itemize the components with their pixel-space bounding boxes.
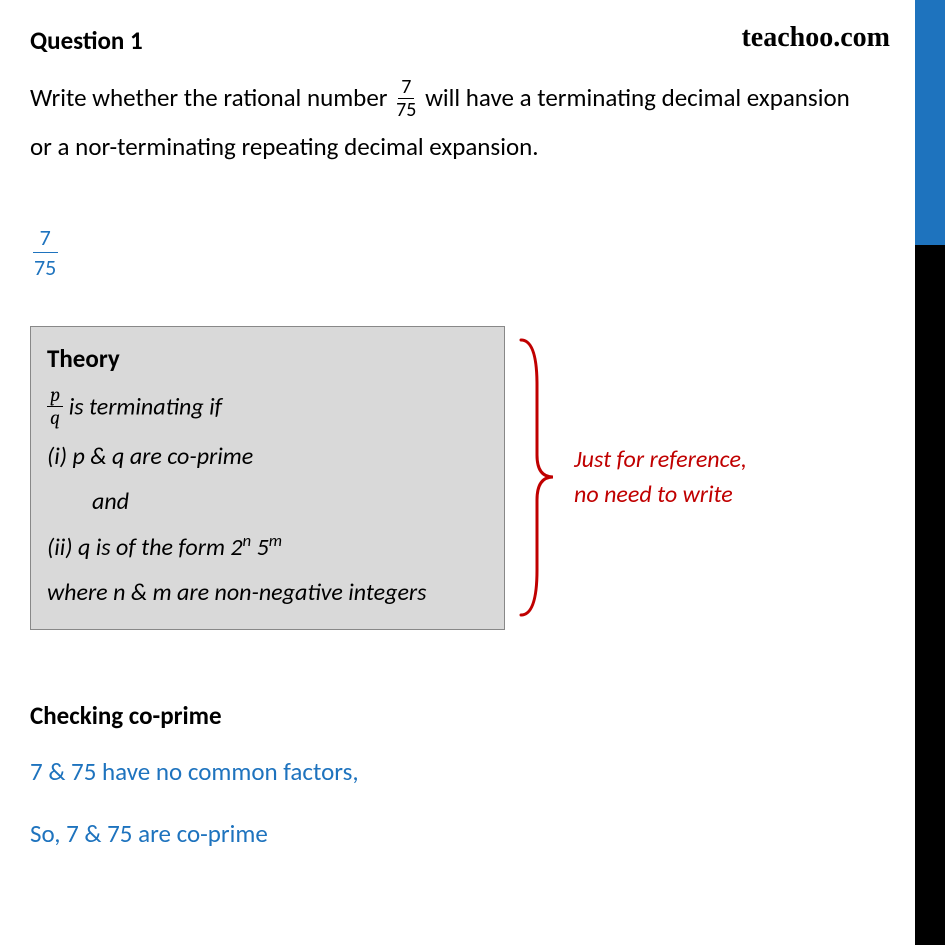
pq-fraction: p q	[47, 385, 63, 428]
sidebar-accent-blue	[915, 0, 945, 245]
theory-cond2: (ii) q is of the form 2n 5m	[47, 529, 488, 566]
annotation-line1: Just for reference,	[574, 443, 747, 478]
coprime-line2: So, 7 & 75 are co-prime	[30, 815, 875, 853]
cond2-mid: 5	[251, 533, 269, 562]
theory-cond3: where n & m are non-negative integers	[47, 576, 488, 611]
theory-cond1: (i) p & q are co-prime	[47, 440, 488, 475]
brace-icon	[513, 335, 558, 620]
annotation-line2: no need to write	[574, 478, 747, 513]
pq-q: q	[47, 407, 63, 428]
cond2-sup1: n	[243, 530, 252, 551]
coprime-heading: Checking co-prime	[30, 700, 875, 731]
theory-row: Theory p q is terminating if (i) p & q a…	[30, 326, 875, 630]
theory-line1-suffix: is terminating if	[69, 392, 222, 421]
page-content: Question 1 Write whether the rational nu…	[0, 0, 905, 901]
theory-and: and	[47, 485, 488, 520]
question-fraction: 7 75	[393, 76, 419, 121]
theory-line1: p q is terminating if	[47, 387, 488, 430]
fraction-denominator: 75	[393, 99, 419, 121]
coprime-line1: 7 & 75 have no common factors,	[30, 753, 875, 791]
cond2-prefix: (ii) q is of the form 2	[47, 533, 243, 562]
theory-title: Theory	[47, 341, 488, 377]
question-text-before: Write whether the rational number	[30, 82, 393, 113]
sidebar-accent-black	[915, 245, 945, 945]
annotation: Just for reference, no need to write	[574, 443, 747, 513]
given-fraction: 7 75	[30, 225, 60, 281]
question-text: Write whether the rational number 7 75 w…	[30, 74, 875, 170]
pq-p: p	[47, 385, 63, 407]
brand-logo: teachoo.com	[741, 22, 890, 54]
fraction-numerator: 7	[398, 76, 414, 99]
cond2-sup2: m	[269, 530, 282, 551]
theory-box: Theory p q is terminating if (i) p & q a…	[30, 326, 505, 630]
given-numerator: 7	[33, 225, 58, 253]
given-denominator: 75	[30, 253, 60, 280]
